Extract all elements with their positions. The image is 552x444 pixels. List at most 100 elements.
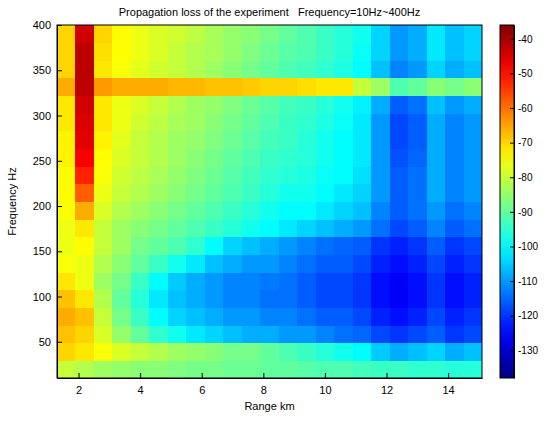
tick: 400 xyxy=(33,19,62,31)
heatmap-cell xyxy=(112,96,131,114)
tick-mark xyxy=(510,39,514,40)
heatmap-cell xyxy=(168,360,187,378)
heatmap-cell xyxy=(94,25,113,43)
heatmap-cell xyxy=(112,60,131,78)
heatmap-cell xyxy=(131,343,150,361)
heatmap-cell xyxy=(316,149,335,167)
heatmap-cell xyxy=(464,113,482,131)
tick-mark xyxy=(79,373,80,378)
heatmap-cell xyxy=(279,343,298,361)
heatmap-cell xyxy=(57,290,76,308)
heatmap-cell xyxy=(316,113,335,131)
heatmap-cell xyxy=(427,78,446,96)
heatmap-cell xyxy=(186,78,205,96)
heatmap-cell xyxy=(242,131,261,149)
heatmap-cell xyxy=(408,166,427,184)
tick: 100 xyxy=(33,291,62,303)
heatmap-cell xyxy=(94,219,113,237)
heatmap-cell xyxy=(131,113,150,131)
heatmap-cell xyxy=(427,202,446,220)
heatmap-cell xyxy=(445,184,464,202)
heatmap-cell xyxy=(390,343,409,361)
tick-label: -130 xyxy=(518,345,538,356)
tick: 10 xyxy=(319,373,331,396)
heatmap-cell xyxy=(353,202,372,220)
heatmap-cell xyxy=(427,325,446,343)
heatmap-cell xyxy=(390,166,409,184)
tick-mark xyxy=(510,108,514,109)
tick-mark xyxy=(57,116,62,117)
heatmap-cell xyxy=(408,25,427,43)
heatmap-cell xyxy=(371,202,390,220)
tick-mark xyxy=(57,161,62,162)
heatmap-cell xyxy=(75,254,94,272)
tick-label: 400 xyxy=(33,19,51,31)
heatmap-cell xyxy=(297,113,316,131)
heatmap-cell xyxy=(75,290,94,308)
heatmap-cell xyxy=(297,343,316,361)
heatmap-cell xyxy=(168,60,187,78)
heatmap-cell xyxy=(242,254,261,272)
axis-line xyxy=(514,26,515,379)
tick-mark xyxy=(387,373,388,378)
tick: 8 xyxy=(261,373,267,396)
heatmap-cell xyxy=(353,219,372,237)
heatmap-cell xyxy=(149,60,168,78)
tick-mark xyxy=(448,373,449,378)
heatmap-cell xyxy=(260,149,279,167)
heatmap-cell xyxy=(334,325,353,343)
heatmap-cell xyxy=(445,96,464,114)
heatmap-cell xyxy=(445,360,464,378)
heatmap-cell xyxy=(390,307,409,325)
heatmap-cell xyxy=(112,131,131,149)
heatmap-cell xyxy=(205,254,224,272)
heatmap-cell xyxy=(334,113,353,131)
heatmap-cell xyxy=(75,149,94,167)
heatmap-cell xyxy=(75,307,94,325)
tick-label: 2 xyxy=(76,384,82,396)
heatmap-cell xyxy=(186,290,205,308)
heatmap-cell xyxy=(445,43,464,61)
heatmap-cell xyxy=(260,219,279,237)
heatmap-cell xyxy=(297,290,316,308)
tick: 200 xyxy=(33,200,62,212)
heatmap-cell xyxy=(427,237,446,255)
heatmap-cell xyxy=(390,325,409,343)
heatmap-cell xyxy=(131,254,150,272)
heatmap-cell xyxy=(408,131,427,149)
heatmap-cell xyxy=(149,166,168,184)
heatmap-cell xyxy=(390,272,409,290)
heatmap-cell xyxy=(112,149,131,167)
heatmap-cell xyxy=(297,131,316,149)
heatmap-cell xyxy=(57,254,76,272)
heatmap-cell xyxy=(57,219,76,237)
heatmap-cell xyxy=(168,272,187,290)
heatmap-cell xyxy=(464,290,482,308)
tick-label: 14 xyxy=(442,384,454,396)
heatmap-cell xyxy=(205,113,224,131)
heatmap-cell xyxy=(242,307,261,325)
heatmap-cell xyxy=(390,113,409,131)
heatmap-cell xyxy=(242,290,261,308)
heatmap-cell xyxy=(316,131,335,149)
heatmap-cell xyxy=(464,166,482,184)
heatmap-cell xyxy=(334,78,353,96)
heatmap-cell xyxy=(371,237,390,255)
tick-label: -60 xyxy=(518,103,533,114)
heatmap-cell xyxy=(57,325,76,343)
heatmap-cell xyxy=(149,254,168,272)
axis: 50100150200250300350400 xyxy=(33,19,62,378)
heatmap-cell xyxy=(464,254,482,272)
heatmap-cell xyxy=(353,166,372,184)
heatmap-cell xyxy=(205,290,224,308)
heatmap-cell xyxy=(94,131,113,149)
heatmap-cell xyxy=(223,25,242,43)
heatmap-cell xyxy=(242,60,261,78)
heatmap-cell xyxy=(168,290,187,308)
heatmap-cell xyxy=(316,60,335,78)
heatmap-cell xyxy=(223,343,242,361)
heatmap-cell xyxy=(390,237,409,255)
heatmap-cell xyxy=(94,307,113,325)
heatmap-cell xyxy=(242,43,261,61)
heatmap-cell xyxy=(390,96,409,114)
